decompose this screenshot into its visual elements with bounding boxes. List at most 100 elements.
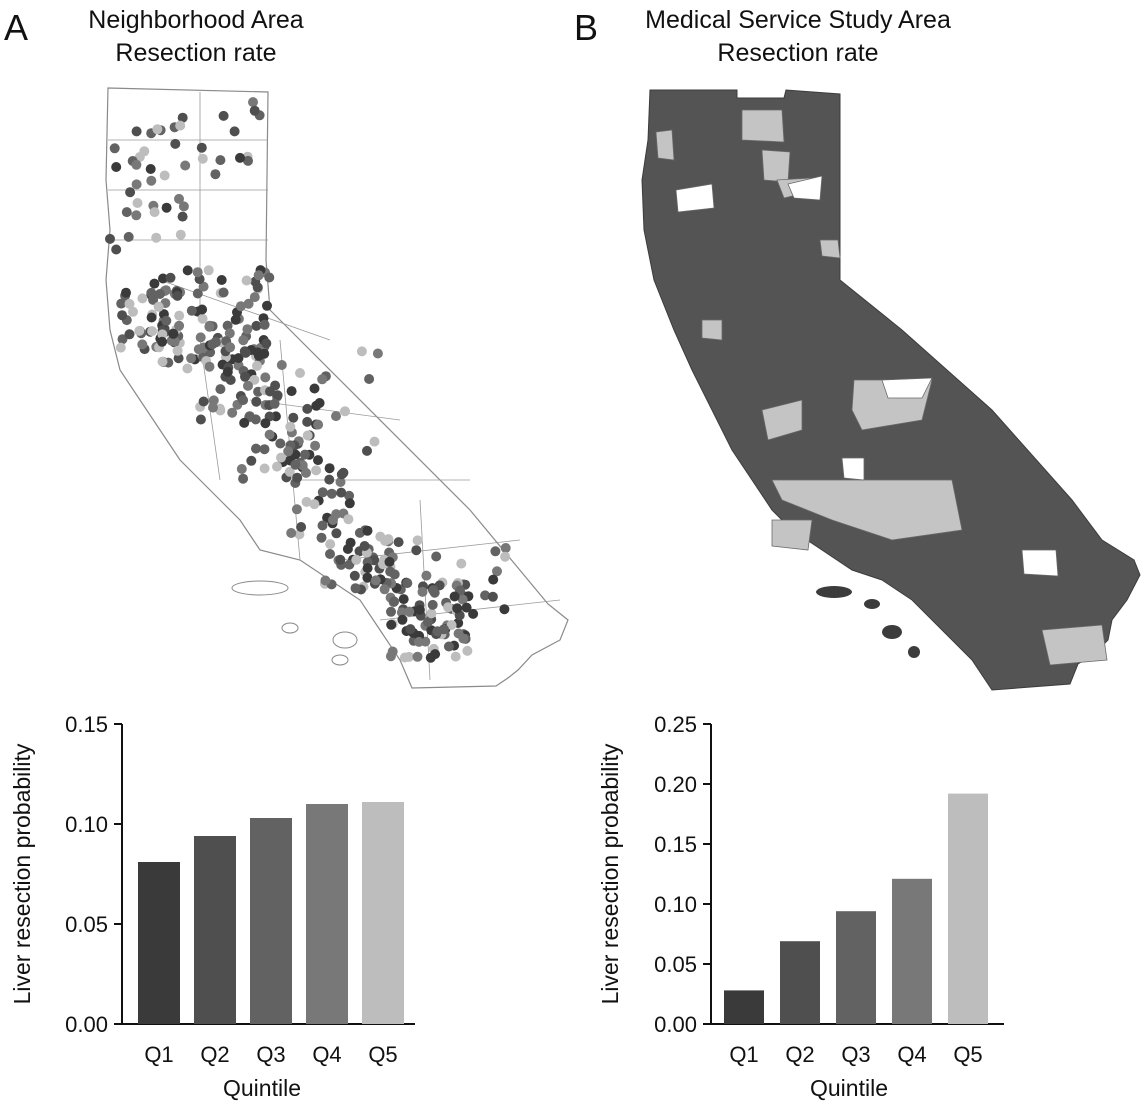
- map-dot: [302, 430, 313, 441]
- map-dot: [161, 202, 172, 213]
- map-dot: [359, 541, 370, 551]
- y-tick-label: 0.25: [654, 712, 697, 737]
- map-dot: [450, 651, 461, 662]
- map-dot: [250, 414, 261, 425]
- map-dot: [233, 353, 244, 364]
- map-dot: [240, 347, 251, 358]
- map-dot: [192, 288, 203, 299]
- map-dot: [324, 474, 335, 485]
- map-dot: [468, 608, 479, 619]
- map-dot: [285, 421, 296, 432]
- map-dot: [397, 614, 408, 625]
- map-dot: [317, 520, 328, 531]
- map-dot: [317, 487, 328, 498]
- map-dot: [195, 332, 206, 343]
- map-dot: [134, 325, 145, 336]
- map-dot: [286, 386, 297, 397]
- map-dot: [272, 461, 282, 472]
- map-dot: [335, 554, 346, 565]
- map-dot: [157, 356, 168, 367]
- map-dot: [241, 275, 252, 286]
- x-tick-label: Q4: [312, 1042, 341, 1067]
- map-dot: [387, 646, 398, 657]
- map-dot: [230, 314, 241, 325]
- map-dot: [386, 619, 397, 630]
- map-dot: [235, 152, 245, 163]
- map-dot: [336, 469, 347, 480]
- resection-rate-dots: [105, 97, 511, 663]
- panel-a: A Neighborhood Area Resection rate Liver…: [4, 6, 569, 1101]
- x-axis-label: Quintile: [810, 1075, 888, 1101]
- map-dot: [161, 315, 172, 326]
- map-dot: [242, 324, 253, 335]
- map-dot: [340, 406, 350, 417]
- bar-chart-b: Liver resection probability Quintile 0.0…: [597, 712, 1004, 1101]
- map-dot: [215, 155, 226, 166]
- california-service-area-map: [641, 89, 1141, 691]
- map-dot: [157, 336, 168, 347]
- map-dot: [336, 487, 347, 498]
- map-dot: [145, 164, 156, 174]
- x-tick-label: Q4: [897, 1042, 926, 1067]
- map-dot: [225, 342, 236, 353]
- map-dot: [149, 207, 160, 218]
- map-dot: [146, 175, 157, 186]
- map-dot: [175, 229, 186, 240]
- map-dot: [490, 546, 501, 557]
- map-dot: [238, 473, 249, 484]
- map-dot: [259, 348, 270, 359]
- map-dot: [265, 386, 275, 397]
- map-dot: [354, 527, 365, 538]
- map-dot: [207, 339, 218, 350]
- x-tick-label: Q3: [841, 1042, 870, 1067]
- bar-chart-a: Liver resection probability Quintile 0.0…: [9, 712, 415, 1101]
- map-dot: [362, 563, 373, 574]
- map-dot: [175, 120, 186, 131]
- panel-letter: B: [574, 7, 599, 48]
- map-dot: [458, 633, 469, 644]
- map-dot: [229, 126, 240, 137]
- map-dot: [165, 272, 176, 283]
- map-dot: [243, 298, 254, 309]
- y-axis-label: Liver resection probability: [597, 743, 623, 1004]
- map-dot: [288, 412, 299, 423]
- map-dot: [426, 608, 437, 619]
- map-dot: [157, 329, 168, 340]
- map-dot: [421, 570, 432, 581]
- map-dot: [438, 624, 449, 635]
- bar-q4: [892, 878, 932, 1024]
- bar-q1: [724, 990, 764, 1024]
- map-dot: [195, 414, 206, 425]
- map-dot: [320, 575, 331, 586]
- map-dot: [311, 465, 322, 476]
- map-dot: [182, 265, 193, 276]
- map-dot: [499, 604, 510, 615]
- bar-q1: [138, 862, 180, 1024]
- map-dot: [146, 287, 157, 298]
- map-dot: [249, 374, 260, 385]
- map-dot: [396, 607, 407, 618]
- map-dot: [215, 384, 226, 395]
- map-dot: [335, 477, 346, 487]
- map-dot: [168, 328, 179, 339]
- map-dot: [259, 444, 270, 455]
- y-tick-label: 0.00: [654, 1012, 697, 1037]
- map-dot: [443, 602, 454, 613]
- bar-q2: [780, 941, 820, 1024]
- map-dot: [251, 396, 262, 407]
- map-dot: [116, 298, 127, 309]
- map-dot: [117, 334, 128, 345]
- map-dot: [178, 201, 189, 212]
- map-dot: [301, 467, 311, 478]
- map-dot: [430, 649, 441, 660]
- x-tick-label: Q1: [729, 1042, 758, 1067]
- y-tick-label: 0.00: [65, 1012, 108, 1037]
- map-dot: [109, 143, 120, 154]
- map-dot: [235, 301, 246, 312]
- map-dot: [284, 466, 295, 477]
- map-dot: [399, 652, 410, 663]
- map-dot: [124, 329, 135, 340]
- x-tick-label: Q5: [368, 1042, 397, 1067]
- map-dot: [210, 169, 221, 180]
- map-dot: [248, 97, 258, 108]
